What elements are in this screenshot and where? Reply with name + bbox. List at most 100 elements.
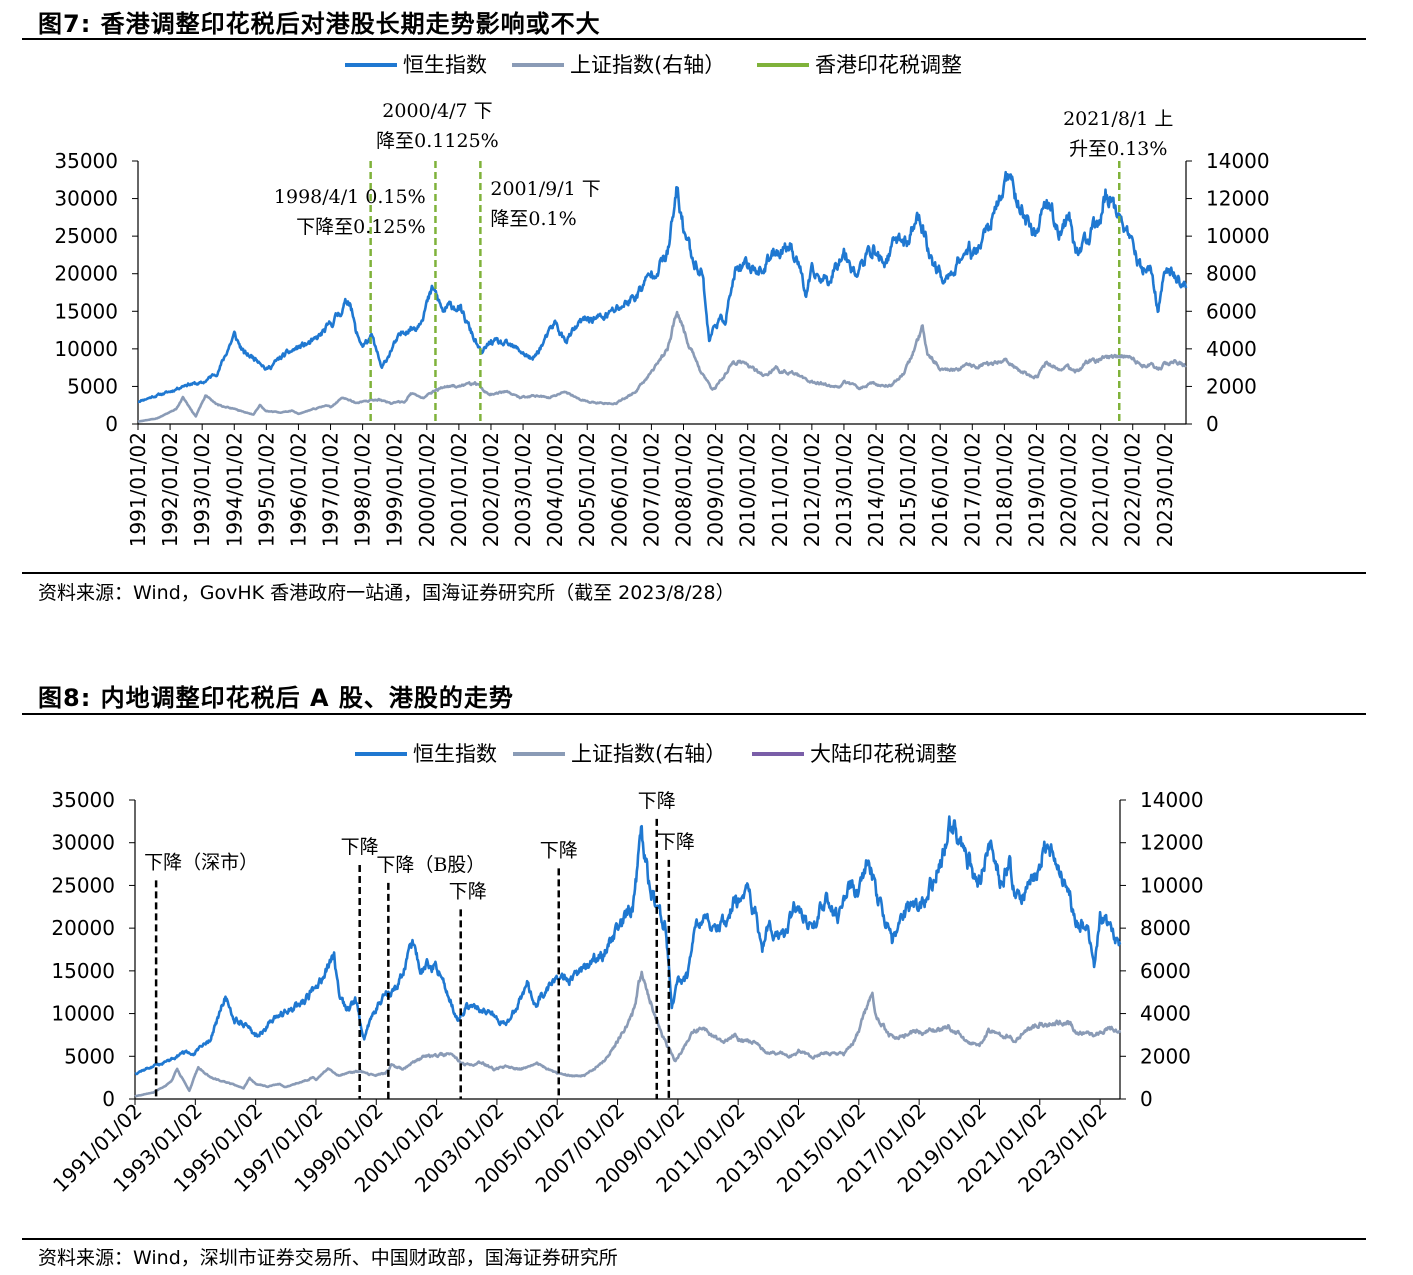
- right-tick-label: 2000: [1206, 374, 1257, 398]
- figure-8-title: 图8: 内地调整印花税后 A 股、港股的走势: [38, 684, 514, 712]
- event-label: 降至0.1%: [490, 208, 576, 230]
- event-label: 1998/4/1 0.15%: [274, 186, 426, 208]
- x-tick-label: 2003/01/02: [511, 432, 535, 547]
- right-tick-label: 10000: [1206, 224, 1270, 248]
- x-tick-label: 2019/01/02: [1024, 432, 1048, 547]
- event-label: 升至0.13%: [1069, 138, 1167, 160]
- x-tick-label: 2013/01/02: [832, 432, 856, 547]
- right-tick-label: 6000: [1206, 299, 1257, 323]
- left-tick-label: 0: [105, 412, 118, 436]
- right-tick-label: 10000: [1140, 873, 1204, 897]
- x-tick-label: 2012/01/02: [800, 432, 824, 547]
- right-tick-label: 4000: [1140, 1002, 1191, 1026]
- left-tick-label: 30000: [51, 831, 115, 855]
- x-tick-label: 2000/01/02: [415, 432, 439, 547]
- x-tick-label: 2022/01/02: [1121, 432, 1145, 547]
- x-tick-label: 2007/01/02: [639, 432, 663, 547]
- left-tick-label: 10000: [51, 1002, 115, 1026]
- event-label: 下降: [657, 831, 695, 853]
- legend-label-0: 恒生指数: [413, 742, 497, 766]
- legend-label-2: 大陆印花税调整: [810, 742, 957, 766]
- x-tick-label: 2010/01/02: [736, 432, 760, 547]
- event-label: 下降（深市）: [144, 851, 258, 873]
- left-tick-label: 5000: [64, 1044, 115, 1068]
- x-tick-label: 1992/01/02: [158, 432, 182, 547]
- legend-label-2: 香港印花税调整: [815, 53, 962, 77]
- x-tick-label: 2006/01/02: [607, 432, 631, 547]
- figure-8-bottom-rule: [22, 1238, 1366, 1240]
- event-label: 下降: [449, 880, 487, 902]
- x-tick-label: 2018/01/02: [992, 432, 1016, 547]
- left-tick-label: 0: [102, 1087, 115, 1111]
- x-tick-label: 1995/01/02: [254, 432, 278, 547]
- x-tick-label: 1996/01/02: [286, 432, 310, 547]
- left-tick-label: 20000: [51, 916, 115, 940]
- figure-8-source: 资料来源：Wind，深圳市证券交易所、中国财政部，国海证券研究所: [38, 1247, 618, 1269]
- right-tick-label: 6000: [1140, 959, 1191, 983]
- legend-label-1: 上证指数(右轴）: [570, 53, 725, 77]
- x-tick-label: 2001/01/02: [447, 432, 471, 547]
- series-sse-line: [134, 970, 1122, 1098]
- x-tick-label: 2005/01/02: [575, 432, 599, 547]
- x-tick-label: 2017/01/02: [960, 432, 984, 547]
- x-tick-label: 1997/01/02: [319, 432, 343, 547]
- x-tick-label: 2008/01/02: [671, 432, 695, 547]
- x-tick-label: 1999/01/02: [383, 432, 407, 547]
- right-tick-label: 4000: [1206, 337, 1257, 361]
- right-tick-label: 0: [1206, 412, 1219, 436]
- left-tick-label: 10000: [54, 337, 118, 361]
- right-tick-label: 14000: [1140, 788, 1204, 812]
- event-label: 2000/4/7 下: [382, 100, 492, 122]
- event-label: 下降: [638, 790, 676, 812]
- left-tick-label: 35000: [54, 149, 118, 173]
- left-tick-label: 30000: [54, 187, 118, 211]
- x-tick-label: 2009/01/02: [704, 432, 728, 547]
- x-tick-label: 2023/01/02: [1153, 432, 1177, 547]
- legend-label-0: 恒生指数: [403, 53, 487, 77]
- figure-7-chart: 恒生指数 上证指数(右轴） 香港印花税调整050001000015000200002…: [54, 53, 1270, 547]
- x-tick-label: 2004/01/02: [543, 432, 567, 547]
- legend-label-1: 上证指数(右轴）: [571, 742, 726, 766]
- x-tick-label: 2011/01/02: [768, 432, 792, 547]
- right-tick-label: 12000: [1206, 187, 1270, 211]
- left-tick-label: 20000: [54, 262, 118, 286]
- series-hsi-line: [134, 815, 1122, 1076]
- figure-8-chart: 恒生指数 上证指数(右轴） 大陆印花税调整050001000015000200002…: [48, 742, 1204, 1197]
- right-tick-label: 0: [1140, 1087, 1153, 1111]
- figure-8-top-rule: [22, 713, 1366, 715]
- left-tick-label: 35000: [51, 788, 115, 812]
- right-tick-label: 14000: [1206, 149, 1270, 173]
- left-tick-label: 15000: [51, 959, 115, 983]
- event-label: 2021/8/1 上: [1063, 108, 1173, 130]
- right-tick-label: 2000: [1140, 1044, 1191, 1068]
- figure-7-title: 图7: 香港调整印花税后对港股长期走势影响或不大: [38, 10, 601, 38]
- event-label: 下降: [540, 839, 578, 861]
- left-tick-label: 25000: [51, 873, 115, 897]
- event-label: 下降: [341, 836, 379, 858]
- x-tick-label: 2002/01/02: [479, 432, 503, 547]
- event-label: 降至0.1125%: [376, 130, 499, 152]
- right-tick-label: 8000: [1140, 916, 1191, 940]
- x-tick-label: 2020/01/02: [1057, 432, 1081, 547]
- x-tick-label: 2014/01/02: [864, 432, 888, 547]
- right-tick-label: 12000: [1140, 831, 1204, 855]
- x-tick-label: 1994/01/02: [222, 432, 246, 547]
- x-tick-label: 1993/01/02: [190, 432, 214, 547]
- x-tick-label: 2015/01/02: [896, 432, 920, 547]
- x-tick-label: 2016/01/02: [928, 432, 952, 547]
- left-tick-label: 15000: [54, 299, 118, 323]
- series-sse-line: [137, 310, 1187, 423]
- series-hsi-line: [137, 170, 1188, 404]
- figure-7-source: 资料来源：Wind，GovHK 香港政府一站通，国海证券研究所（截至 2023/…: [38, 582, 735, 604]
- left-tick-label: 25000: [54, 224, 118, 248]
- right-tick-label: 8000: [1206, 262, 1257, 286]
- x-tick-label: 1991/01/02: [126, 432, 150, 547]
- figure-7-bottom-rule: [22, 572, 1366, 574]
- x-tick-label: 1998/01/02: [351, 432, 375, 547]
- event-label: 2001/9/1 下: [490, 178, 600, 200]
- event-label: 下降至0.125%: [296, 216, 425, 238]
- event-label: 下降（B股）: [376, 854, 485, 876]
- left-tick-label: 5000: [67, 374, 118, 398]
- x-tick-label: 2021/01/02: [1089, 432, 1113, 547]
- figure-7-top-rule: [22, 38, 1366, 40]
